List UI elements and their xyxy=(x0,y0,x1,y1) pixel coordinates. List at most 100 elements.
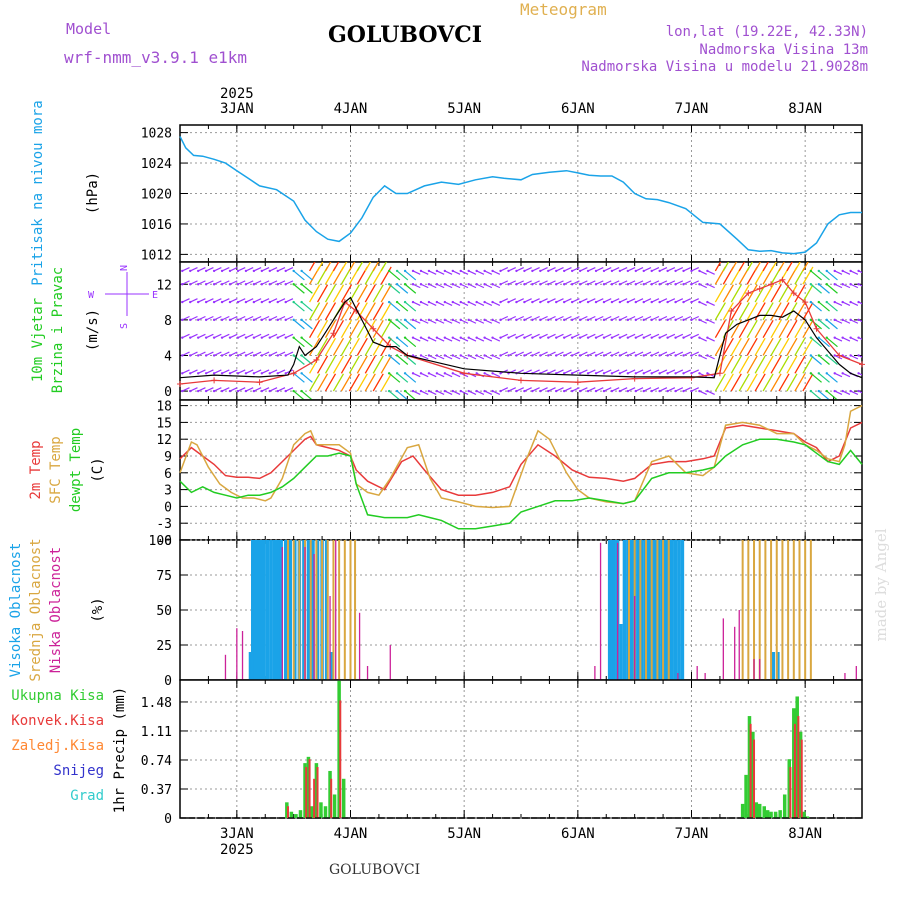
wind-arrow xyxy=(826,270,838,281)
wind-arrow-head xyxy=(292,269,295,273)
wind-arrow xyxy=(826,337,838,348)
wind-arrow xyxy=(754,337,766,356)
wind-arrow-head xyxy=(228,283,232,286)
wind-arrow-head xyxy=(411,318,415,322)
wind-arrow-head xyxy=(570,300,574,304)
wind-arrow-head xyxy=(419,300,423,304)
wind-arrow xyxy=(356,302,368,321)
wind-arrow xyxy=(492,319,501,324)
wind-arrow xyxy=(309,284,321,303)
wind-arrow xyxy=(635,333,644,339)
wind-arrow xyxy=(834,270,843,275)
cloud-bar-high xyxy=(276,540,280,680)
cloud-bar-mid xyxy=(770,540,773,680)
wind-arrow-head xyxy=(475,300,478,304)
wind-arrow xyxy=(348,337,360,356)
wind-arrow xyxy=(269,351,278,357)
wind-arrow-head xyxy=(531,283,534,286)
wind-arrow xyxy=(532,315,540,321)
wind-arrow-head xyxy=(189,318,192,322)
y-tick-label: 1028 xyxy=(141,127,172,142)
wind-arrow-head xyxy=(260,300,264,304)
wind-arrow xyxy=(738,320,750,339)
wind-arrow xyxy=(189,387,198,392)
wind-arrow-head xyxy=(610,269,614,273)
wind-arrow xyxy=(707,270,715,275)
wind-arrow-head xyxy=(698,283,701,286)
wind-arrow-head xyxy=(419,372,423,375)
cloud-bar-high xyxy=(677,540,681,680)
wind-arrow-head xyxy=(817,300,821,304)
wind-gust-marker xyxy=(813,325,820,332)
wind-arrow xyxy=(579,298,588,303)
wind-arrow xyxy=(563,387,572,392)
wind-arrow-head xyxy=(658,354,661,357)
precip-bar-total xyxy=(747,716,752,818)
legend-precip-1: Konvek.Kisa xyxy=(11,713,104,729)
wind-arrow-head xyxy=(443,389,447,393)
wind-arrow xyxy=(770,262,777,272)
wind-arrow xyxy=(197,369,206,374)
wind-arrow xyxy=(460,390,469,396)
wind-arrow-head xyxy=(292,389,295,393)
wind-arrow xyxy=(500,298,509,303)
wind-arrow-head xyxy=(475,372,478,375)
wind-arrow xyxy=(746,373,758,392)
wind-arrow-head xyxy=(395,389,399,393)
wind-arrow-head xyxy=(698,389,701,393)
wind-gust-marker xyxy=(688,374,695,381)
cloud-bar-mid xyxy=(775,540,778,680)
wind-arrow-head xyxy=(284,283,287,286)
wind-arrow xyxy=(324,337,337,356)
wind-arrow xyxy=(332,373,345,392)
model-name: wrf-nmm_v3.9.1 e1km xyxy=(64,48,248,67)
wind-gust-marker xyxy=(728,307,735,314)
coords-label: lon,lat (19.22E, 42.33N) xyxy=(665,24,868,40)
wind-arrow-head xyxy=(475,354,478,357)
temp-line-dew xyxy=(179,438,863,530)
wind-arrow-head xyxy=(196,269,200,273)
wind-arrow xyxy=(205,333,214,339)
wind-arrow xyxy=(611,266,620,272)
wind-arrow xyxy=(850,301,859,306)
wind-arrow xyxy=(595,280,604,285)
wind-arrow-head xyxy=(427,354,431,357)
wind-arrow-head xyxy=(682,389,685,393)
wind-arrow xyxy=(834,354,843,360)
wind-arrow xyxy=(324,355,337,374)
wind-arrow xyxy=(746,320,758,339)
cloud-bar-mid xyxy=(309,540,312,680)
cloud-bar-mid xyxy=(292,540,295,680)
wind-arrow xyxy=(420,390,429,396)
wind-arrow-head xyxy=(228,318,232,322)
wind-arrow xyxy=(388,337,401,348)
wind-arrow-head xyxy=(610,283,614,286)
cloud-bar-high xyxy=(253,540,257,680)
wind-arrow xyxy=(579,387,588,392)
wind-arrow xyxy=(460,270,469,275)
wind-arrow xyxy=(548,387,556,392)
wind-arrow xyxy=(237,266,246,272)
wind-arrow-head xyxy=(284,269,287,273)
wind-arrow-head xyxy=(586,269,590,273)
wind-arrow xyxy=(500,280,509,285)
wind-arrow xyxy=(683,315,692,321)
wind-arrow-head xyxy=(181,372,184,375)
precip-bar-conv xyxy=(749,723,752,818)
wind-arrow-head xyxy=(523,300,526,304)
y-tick-label: 9 xyxy=(164,450,172,465)
wind-arrow-head xyxy=(252,283,256,286)
wind-arrow-head xyxy=(491,372,494,375)
wind-arrow-head xyxy=(809,354,813,357)
wind-arrow xyxy=(516,333,524,339)
wind-arrow-head xyxy=(666,354,669,357)
wind-arrow xyxy=(778,355,790,374)
wind-arrow xyxy=(245,266,254,272)
wind-arrow xyxy=(595,315,604,321)
wind-arrow-head xyxy=(451,300,454,304)
wind-arrow xyxy=(508,280,517,285)
wind-arrow-head xyxy=(252,300,256,304)
wind-arrow xyxy=(770,302,782,321)
wind-arrow-head xyxy=(674,300,677,304)
wind-arrow xyxy=(611,351,620,357)
